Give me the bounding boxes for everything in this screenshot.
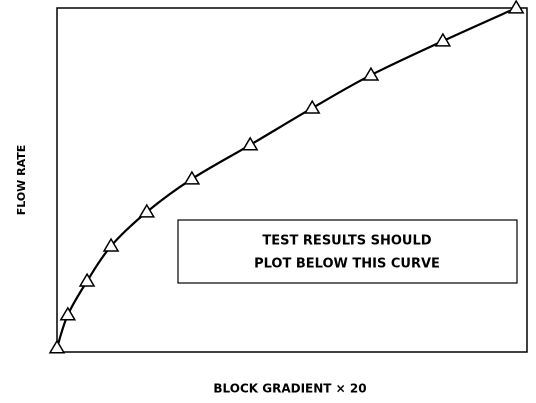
x-axis-label: BLOCK GRADIENT × 20 (213, 382, 366, 396)
plot-frame (56, 7, 528, 353)
triangle-marker (102, 237, 120, 252)
triangle-marker (48, 339, 66, 354)
triangle-marker (78, 272, 96, 287)
y-axis-label: FLOW RATE (15, 145, 28, 216)
triangle-marker (507, 0, 525, 14)
triangle-marker (434, 32, 452, 47)
curve (55, 6, 517, 349)
triangle-marker (241, 136, 259, 151)
triangle-marker (303, 99, 321, 114)
triangle-marker (59, 306, 77, 321)
annotation-line: TEST RESULTS SHOULD (262, 234, 431, 249)
annotation-line: PLOT BELOW THIS CURVE (254, 257, 440, 272)
triangle-marker (183, 170, 201, 185)
annotation-box (177, 219, 518, 284)
triangle-marker (138, 203, 156, 218)
triangle-marker (362, 66, 380, 81)
